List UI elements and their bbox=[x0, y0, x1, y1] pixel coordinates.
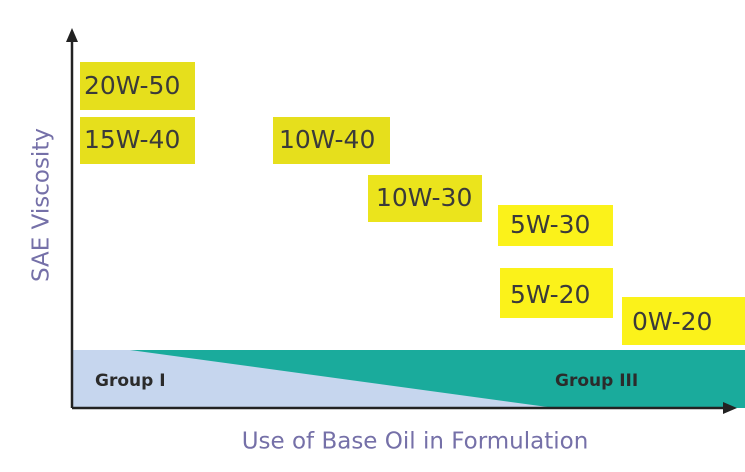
grade-box: 10W-40 bbox=[273, 117, 390, 164]
grade-label: 0W-20 bbox=[632, 307, 712, 336]
grade-label: 10W-30 bbox=[376, 183, 472, 212]
y-axis-label: SAE Viscosity bbox=[29, 128, 55, 282]
grade-box: 15W-40 bbox=[80, 117, 195, 164]
group-i-wedge bbox=[72, 350, 555, 408]
x-arrow bbox=[723, 402, 737, 414]
group-label: Group III bbox=[555, 371, 638, 391]
grade-box: 5W-20 bbox=[500, 268, 613, 318]
grade-box: 5W-30 bbox=[498, 205, 613, 246]
grade-box: 10W-30 bbox=[368, 175, 482, 222]
grade-box: 20W-50 bbox=[80, 62, 195, 110]
grade-label: 20W-50 bbox=[84, 71, 180, 100]
grade-box: 0W-20 bbox=[622, 297, 745, 345]
x-axis-label: Use of Base Oil in Formulation bbox=[242, 429, 589, 455]
group-label: Group I bbox=[95, 371, 166, 391]
grade-label: 10W-40 bbox=[279, 125, 375, 154]
grade-label: 5W-30 bbox=[510, 210, 590, 239]
grade-label: 5W-20 bbox=[510, 280, 590, 309]
grade-label: 15W-40 bbox=[84, 125, 180, 154]
y-arrow bbox=[66, 28, 78, 42]
